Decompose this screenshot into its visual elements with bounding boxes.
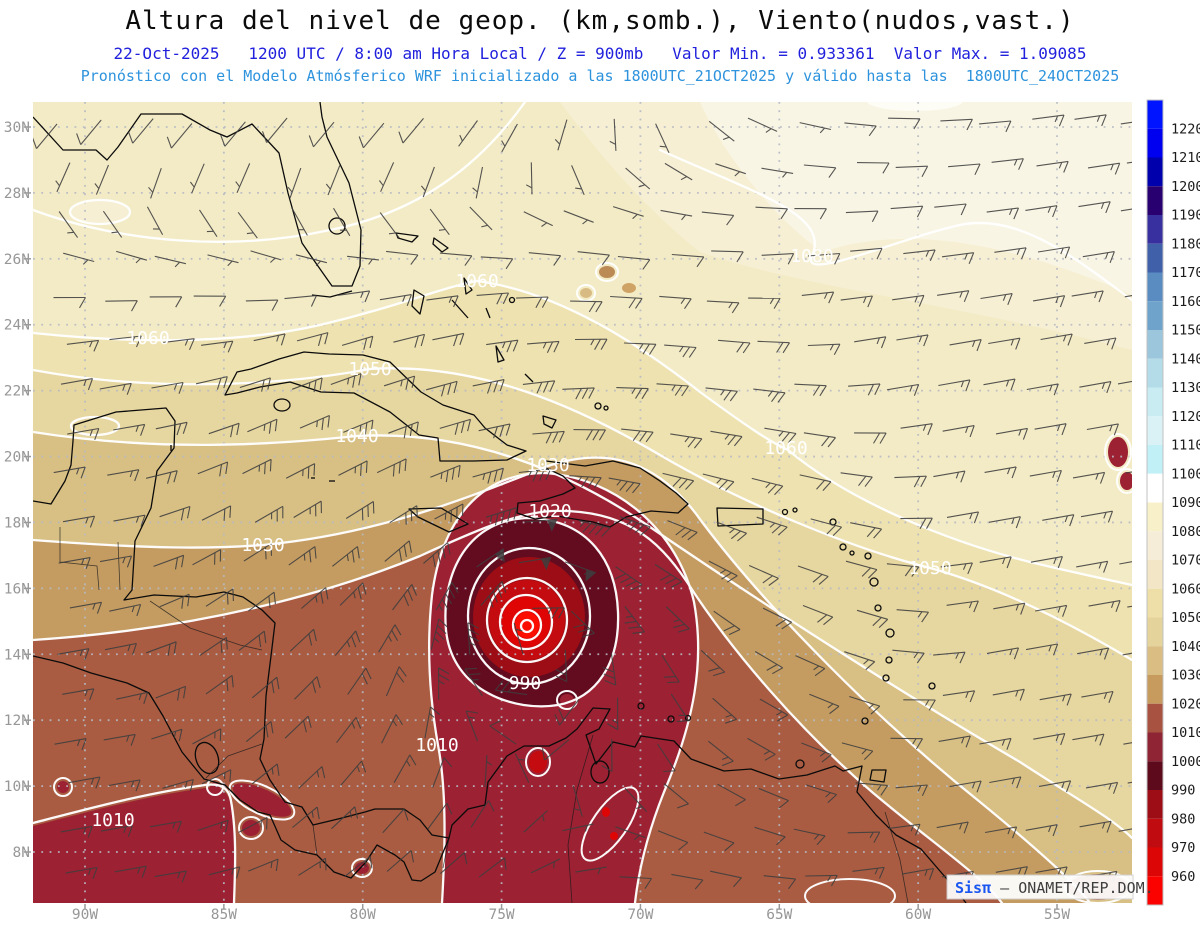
svg-text:1010: 1010 (1171, 725, 1200, 741)
svg-text:1220: 1220 (1171, 121, 1200, 137)
svg-text:1070: 1070 (1171, 553, 1200, 569)
svg-text:1010: 1010 (415, 735, 458, 756)
watermark-badge: Sisπ – ONAMET/REP.DOM. (946, 874, 1154, 900)
svg-text:Sisπ – ONAMET/REP.DOM.: Sisπ – ONAMET/REP.DOM. (955, 879, 1154, 897)
chart-subtitle-datetime: 22-Oct-2025 1200 UTC / 8:00 am Hora Loca… (113, 44, 1087, 63)
svg-text:1170: 1170 (1171, 265, 1200, 281)
svg-text:75W: 75W (488, 907, 514, 923)
svg-text:1140: 1140 (1171, 351, 1200, 367)
svg-text:1060: 1060 (126, 328, 169, 349)
svg-text:990: 990 (509, 673, 542, 694)
svg-text:20N: 20N (4, 450, 30, 466)
axis-labels: 30N 28N 26N 24N 22N 20N 18N 16N 14N 12N 10N 8N 90W 85… (4, 120, 1071, 923)
svg-text:1060: 1060 (764, 438, 807, 459)
svg-text:1100: 1100 (1171, 466, 1200, 482)
shaded-field (33, 102, 1132, 903)
svg-text:18N: 18N (4, 515, 30, 531)
svg-text:8N: 8N (13, 845, 30, 861)
chart-title: Altura del nivel de geop. (km,somb.), Vi… (125, 6, 1075, 36)
svg-text:1150: 1150 (1171, 323, 1200, 339)
svg-text:14N: 14N (4, 647, 30, 663)
svg-text:1040: 1040 (1171, 639, 1200, 655)
svg-text:1020: 1020 (528, 501, 571, 522)
svg-text:12N: 12N (4, 713, 30, 729)
coastlines (33, 102, 967, 903)
svg-text:65W: 65W (766, 907, 792, 923)
svg-text:1210: 1210 (1171, 150, 1200, 166)
svg-text:90W: 90W (72, 907, 98, 923)
svg-text:1050: 1050 (908, 558, 951, 579)
svg-text:1030: 1030 (241, 535, 284, 556)
svg-text:26N: 26N (4, 252, 30, 268)
svg-text:1080: 1080 (1171, 524, 1200, 540)
svg-text:1190: 1190 (1171, 208, 1200, 224)
svg-text:1200: 1200 (1171, 179, 1200, 195)
colorbar: 1220 1210 1200 1190 1180 1170 1160 1150 1140 1130… (1146, 99, 1200, 906)
svg-text:1050: 1050 (1171, 610, 1200, 626)
map-area: 1080 1060 1060 1050 1040 1030 1020 1030 1060 1050… (33, 102, 1132, 903)
svg-text:55W: 55W (1044, 907, 1070, 923)
svg-text:1010: 1010 (91, 810, 134, 831)
svg-text:1160: 1160 (1171, 294, 1200, 310)
svg-text:1180: 1180 (1171, 236, 1200, 252)
svg-text:1130: 1130 (1171, 380, 1200, 396)
svg-text:1020: 1020 (1171, 696, 1200, 712)
svg-text:70W: 70W (627, 907, 653, 923)
svg-text:1050: 1050 (348, 359, 391, 380)
chart-subtitle-model: Pronóstico con el Modelo Atmósferico WRF… (80, 67, 1120, 85)
svg-text:960: 960 (1171, 869, 1195, 885)
svg-text:10N: 10N (4, 779, 30, 795)
contour-labels: 1080 1060 1060 1050 1040 1030 1020 1030 1060 1050… (91, 246, 951, 831)
svg-text:1000: 1000 (1171, 754, 1200, 770)
svg-text:22N: 22N (4, 384, 30, 400)
svg-text:1030: 1030 (526, 455, 569, 476)
svg-text:1090: 1090 (1171, 495, 1200, 511)
svg-text:1120: 1120 (1171, 409, 1200, 425)
svg-text:60W: 60W (905, 907, 931, 923)
svg-text:1060: 1060 (455, 271, 498, 292)
svg-text:980: 980 (1171, 811, 1195, 827)
svg-text:16N: 16N (4, 581, 30, 597)
svg-text:80W: 80W (350, 907, 376, 923)
svg-text:85W: 85W (211, 907, 237, 923)
svg-text:990: 990 (1171, 783, 1195, 799)
svg-text:24N: 24N (4, 318, 30, 334)
svg-text:30N: 30N (4, 120, 30, 136)
wind-barbs (33, 114, 1132, 890)
svg-text:28N: 28N (4, 186, 30, 202)
svg-text:1040: 1040 (335, 426, 378, 447)
svg-text:1060: 1060 (1171, 581, 1200, 597)
svg-text:1080: 1080 (790, 246, 833, 267)
svg-text:970: 970 (1171, 840, 1195, 856)
svg-text:1030: 1030 (1171, 668, 1200, 684)
svg-text:1110: 1110 (1171, 438, 1200, 454)
